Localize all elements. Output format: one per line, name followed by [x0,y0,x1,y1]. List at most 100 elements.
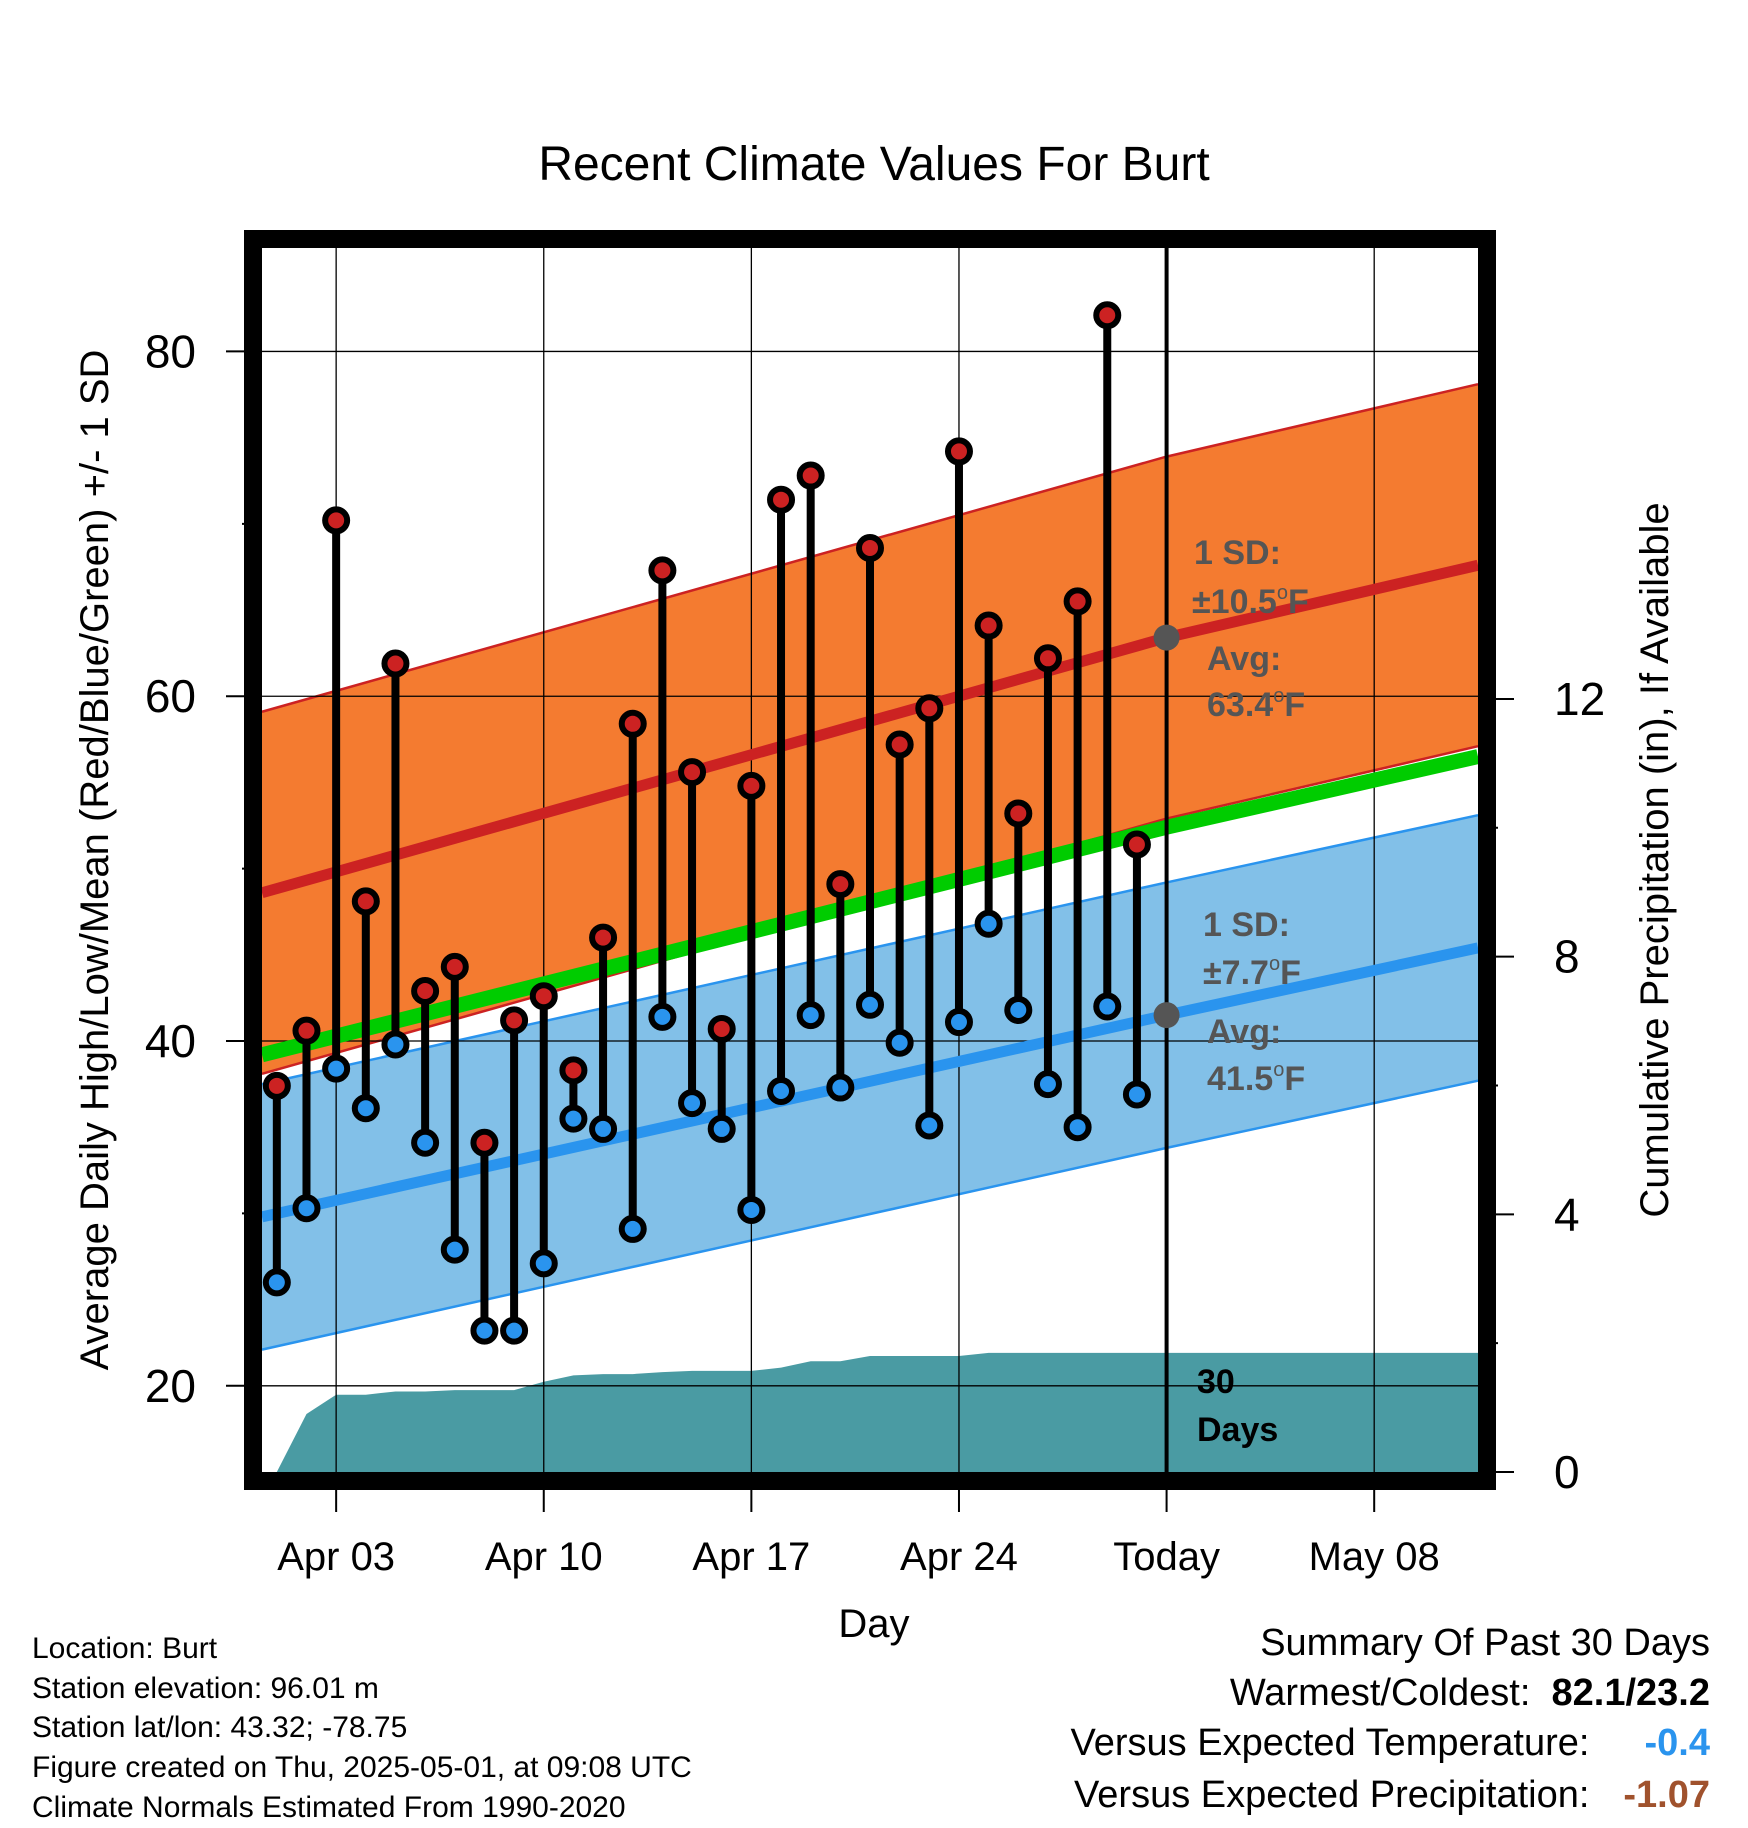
period-label-number: 30 [1197,1363,1235,1401]
low-avg-title: Avg: [1207,1013,1281,1051]
y2-tick-label-1: 4 [1554,1188,1580,1240]
high-avg-value-number: 63.4 [1207,686,1273,724]
high-point [915,694,944,723]
x-tick-label-4: Today [1113,1535,1220,1579]
precip-value: -1.07 [1623,1774,1710,1816]
low-point [351,1094,380,1123]
high-point [381,649,410,678]
high-point [500,1006,529,1035]
temp-label: Versus Expected Temperature: [1070,1722,1590,1764]
y-axis-label: Average Daily High/Low/Mean (Red/Blue/Gr… [73,350,117,1371]
low-point [974,909,1003,938]
y2-axis-label: Cumulative Precipitation (in), If Availa… [1633,502,1677,1217]
high-point [440,952,469,981]
high-point [322,506,351,535]
x-tick-label-1: Apr 10 [485,1535,603,1579]
high-point [1063,587,1092,616]
high-point [470,1128,499,1157]
high-point [1093,301,1122,330]
x-tick-label-2: Apr 17 [692,1535,810,1579]
low-sd-value-number: ±7.7 [1203,954,1269,992]
low-point [500,1316,529,1345]
low-point [1093,992,1122,1021]
low-point [411,1128,440,1157]
high-point [796,461,825,490]
low-point [1122,1080,1151,1109]
low-point [1033,1070,1062,1099]
high-point [737,771,766,800]
y2-tick-label-3: 12 [1554,673,1605,725]
x-tick-label-0: Apr 03 [277,1535,395,1579]
period-label-days: Days [1197,1411,1278,1449]
x-axis-label: Day [838,1602,909,1646]
y-tick-label-2: 60 [145,670,196,722]
high-point [944,437,973,466]
high-point [885,730,914,759]
low-point [796,1001,825,1030]
high-avg-value-label: 63.4oF [1207,685,1305,724]
temp-value: -0.4 [1644,1722,1710,1764]
x-tick-label-5: May 08 [1309,1535,1440,1579]
low-point [648,1002,677,1031]
low-point [470,1316,499,1345]
station-latlon: Station lat/lon: 43.32; -78.75 [32,1711,408,1744]
high-point [1004,799,1033,828]
y-tick-label-3: 80 [145,325,196,377]
summary-title: Summary Of Past 30 Days [1260,1622,1710,1664]
low-point [322,1054,351,1083]
high-point [351,887,380,916]
y-tick-label-0: 20 [145,1360,196,1412]
high-point [618,709,647,738]
low-sd-value-unit: F [1280,954,1301,992]
low-point [678,1089,707,1118]
figure-created: Figure created on Thu, 2025-05-01, at 09… [32,1751,692,1784]
summary-temperature: Versus Expected Temperature: -0.4 [1071,1722,1710,1765]
high-point [589,923,618,952]
high-point [1033,644,1062,673]
low-sd-value-degree: o [1269,953,1280,975]
y2-tick-label-2: 8 [1554,931,1580,983]
low-sd-title: 1 SD: [1203,906,1290,944]
high-avg-value-degree: o [1273,685,1284,707]
low-point [915,1111,944,1140]
high-point [292,1016,321,1045]
precip-label: Versus Expected Precipitation: [1074,1774,1590,1816]
high-sd-value-unit: F [1288,583,1309,621]
low-point [559,1104,588,1133]
high-point [856,533,884,562]
low-point [589,1114,618,1143]
summary-warmest-coldest: Warmest/Coldest: 82.1/23.2 [1230,1672,1710,1715]
high-point [262,1071,291,1100]
high-point [678,758,707,787]
warmest-label: Warmest/Coldest: [1229,1672,1531,1714]
high-point [529,982,558,1011]
low-point [767,1077,796,1106]
low-point [885,1028,914,1057]
low-point [1063,1113,1092,1142]
plot-frame [244,230,1496,1490]
low-point [292,1194,321,1223]
low-point [737,1195,766,1224]
station-location: Location: Burt [32,1632,218,1665]
high-avg-value-unit: F [1284,686,1305,724]
y2-tick-label-0: 0 [1554,1446,1580,1498]
low-avg-value-label: 41.5oF [1207,1059,1305,1098]
high-point [411,977,440,1006]
low-point [381,1030,410,1059]
low-avg-value-degree: o [1273,1059,1284,1081]
low-point [618,1214,647,1243]
x-tick-label-3: Apr 24 [900,1535,1018,1579]
precip-area [262,1352,1478,1472]
low-point [826,1073,855,1102]
today-low-normal-marker [1153,1002,1180,1029]
station-elevation: Station elevation: 96.01 m [32,1672,379,1705]
low-point [944,1008,973,1037]
high-point [826,870,855,899]
high-sd-value-label: ±10.5oF [1192,582,1309,621]
y-tick-label-1: 40 [145,1015,196,1067]
low-point [440,1235,469,1264]
high-point [559,1056,588,1085]
high-point [767,485,796,514]
high-sd-title: 1 SD: [1194,534,1281,572]
